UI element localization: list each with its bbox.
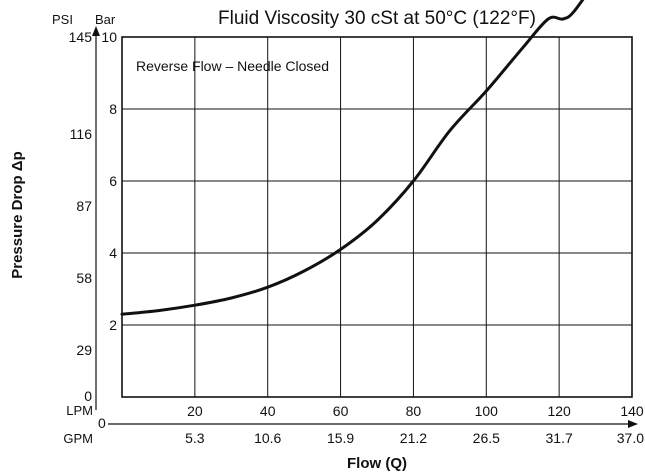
y-tick-label-psi: 58 [76, 270, 92, 286]
y-axis-title: Pressure Drop Δp [9, 151, 26, 279]
x-unit-lpm: LPM [66, 403, 93, 418]
axes [92, 26, 638, 428]
x-axis-title: Flow (Q) [347, 455, 407, 472]
y-tick-label-bar: 2 [109, 317, 117, 333]
chart-annotation: Reverse Flow – Needle Closed [136, 58, 329, 74]
x-tick-label-gpm: 31.7 [546, 430, 573, 446]
y-tick-label-psi: 116 [70, 126, 93, 142]
x-tick-label-gpm: 37.0 [617, 430, 644, 446]
x-tick-label-gpm: 5.3 [185, 430, 205, 446]
y-tick-label-bar: 4 [109, 245, 117, 261]
psi-axis-arrow [92, 26, 100, 36]
y-tick-label-psi: 0 [84, 388, 92, 404]
x-tick-label-lpm: 0 [98, 415, 106, 431]
y-tick-label-psi: 29 [76, 342, 92, 358]
y-unit-psi: PSI [52, 12, 73, 27]
y-unit-bar: Bar [95, 12, 116, 27]
x-tick-labels: 0 20 40 60 80 100 120 140 5.3 10.6 15.9 21.2 26.5 31.… [98, 403, 644, 446]
y-tick-label-psi: 87 [76, 198, 92, 214]
x-tick-label-lpm: 80 [406, 403, 422, 419]
y-tick-label-bar: 8 [109, 101, 117, 117]
y-tick-label-psi: 145 [69, 29, 93, 45]
series-line [120, 0, 585, 316]
flow-axis-arrow [628, 420, 638, 428]
x-tick-label-lpm: 140 [620, 403, 644, 419]
y-tick-label-bar: 6 [109, 173, 117, 189]
x-tick-label-lpm: 100 [475, 403, 499, 419]
chart-title: Fluid Viscosity 30 cSt at 50°C (122°F) [218, 8, 536, 29]
x-unit-gpm: GPM [63, 431, 93, 446]
x-tick-label-lpm: 120 [547, 403, 571, 419]
x-tick-label-gpm: 15.9 [327, 430, 354, 446]
plot-frame [121, 36, 633, 398]
x-tick-label-gpm: 26.5 [473, 430, 500, 446]
x-tick-label-gpm: 10.6 [254, 430, 281, 446]
x-tick-label-lpm: 40 [260, 403, 276, 419]
x-tick-label-lpm: 60 [333, 403, 349, 419]
x-tick-label-lpm: 20 [187, 403, 203, 419]
y-tick-labels: 2 4 6 8 10 0 29 58 87 116 145 [69, 29, 118, 404]
grid-lines [122, 37, 632, 397]
x-tick-label-gpm: 21.2 [400, 430, 427, 446]
y-tick-label-bar: 10 [101, 29, 117, 45]
